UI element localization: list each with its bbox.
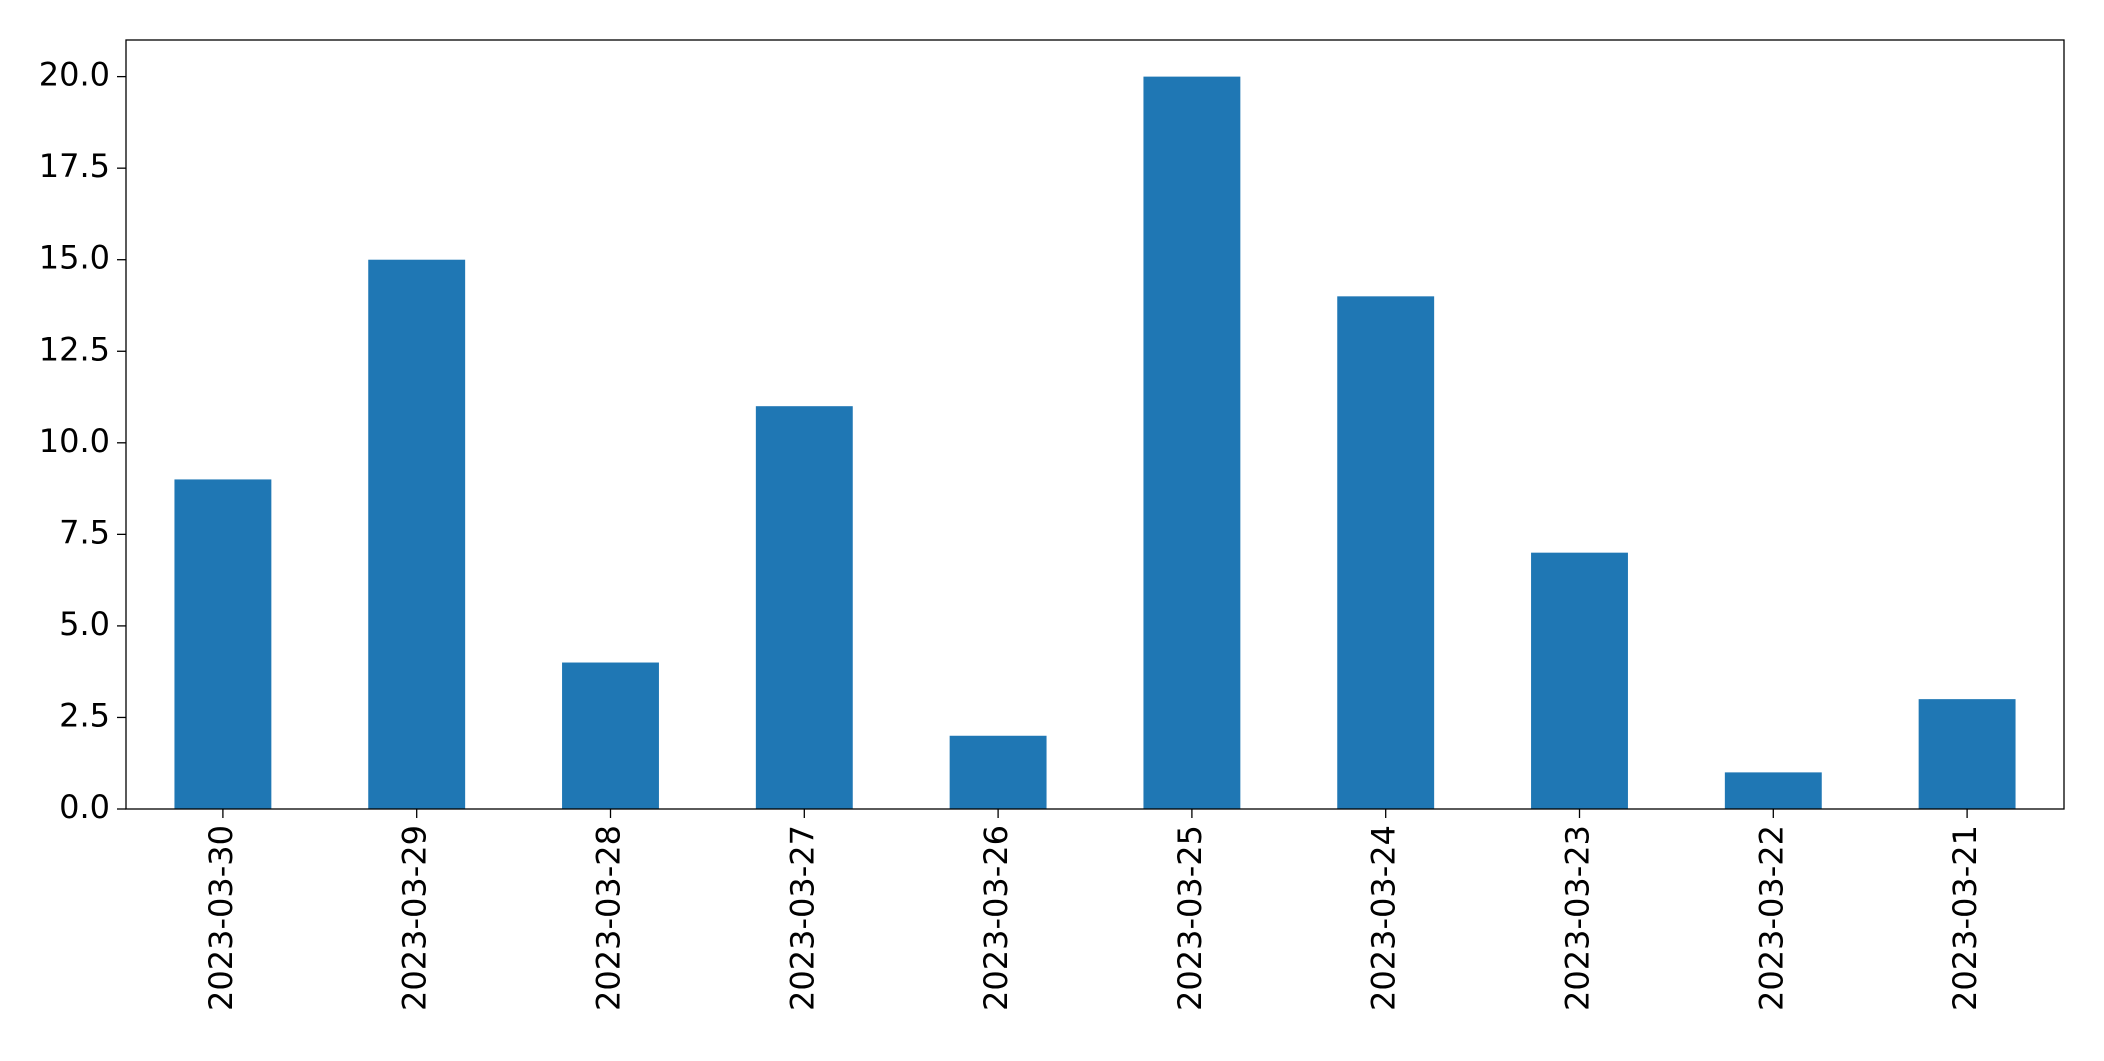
x-tick-label: 2023-03-25 [1171, 825, 1209, 1011]
y-tick-label: 0.0 [59, 788, 110, 826]
bar [949, 735, 1047, 809]
x-tick-label: 2023-03-29 [396, 825, 434, 1011]
plot-frame [125, 39, 2065, 810]
bar [1337, 296, 1435, 809]
bar [174, 479, 272, 809]
x-tick-label: 2023-03-26 [977, 825, 1015, 1011]
y-tick-label: 17.5 [39, 147, 110, 185]
y-tick-label: 20.0 [39, 56, 110, 94]
bar [1918, 699, 2016, 809]
bar [368, 259, 466, 809]
bar [1143, 76, 1241, 810]
y-tick-label: 5.0 [59, 605, 110, 643]
x-tick-label: 2023-03-27 [783, 825, 821, 1011]
bar [1531, 552, 1628, 809]
x-tick-label: 2023-03-24 [1365, 825, 1403, 1011]
bar [1724, 772, 1822, 809]
x-tick-label: 2023-03-22 [1752, 825, 1790, 1011]
y-tick-label: 12.5 [39, 330, 110, 368]
x-tick-label: 2023-03-30 [202, 825, 240, 1011]
x-tick-label: 2023-03-21 [1946, 825, 1984, 1011]
y-tick-label: 10.0 [39, 422, 110, 460]
bar [562, 662, 659, 809]
y-tick-label: 7.5 [59, 513, 110, 551]
y-tick-label: 2.5 [59, 696, 110, 734]
x-tick-label: 2023-03-23 [1559, 825, 1597, 1011]
bar [755, 406, 853, 809]
x-tick-label: 2023-03-28 [590, 825, 628, 1011]
y-tick-label: 15.0 [39, 239, 110, 277]
